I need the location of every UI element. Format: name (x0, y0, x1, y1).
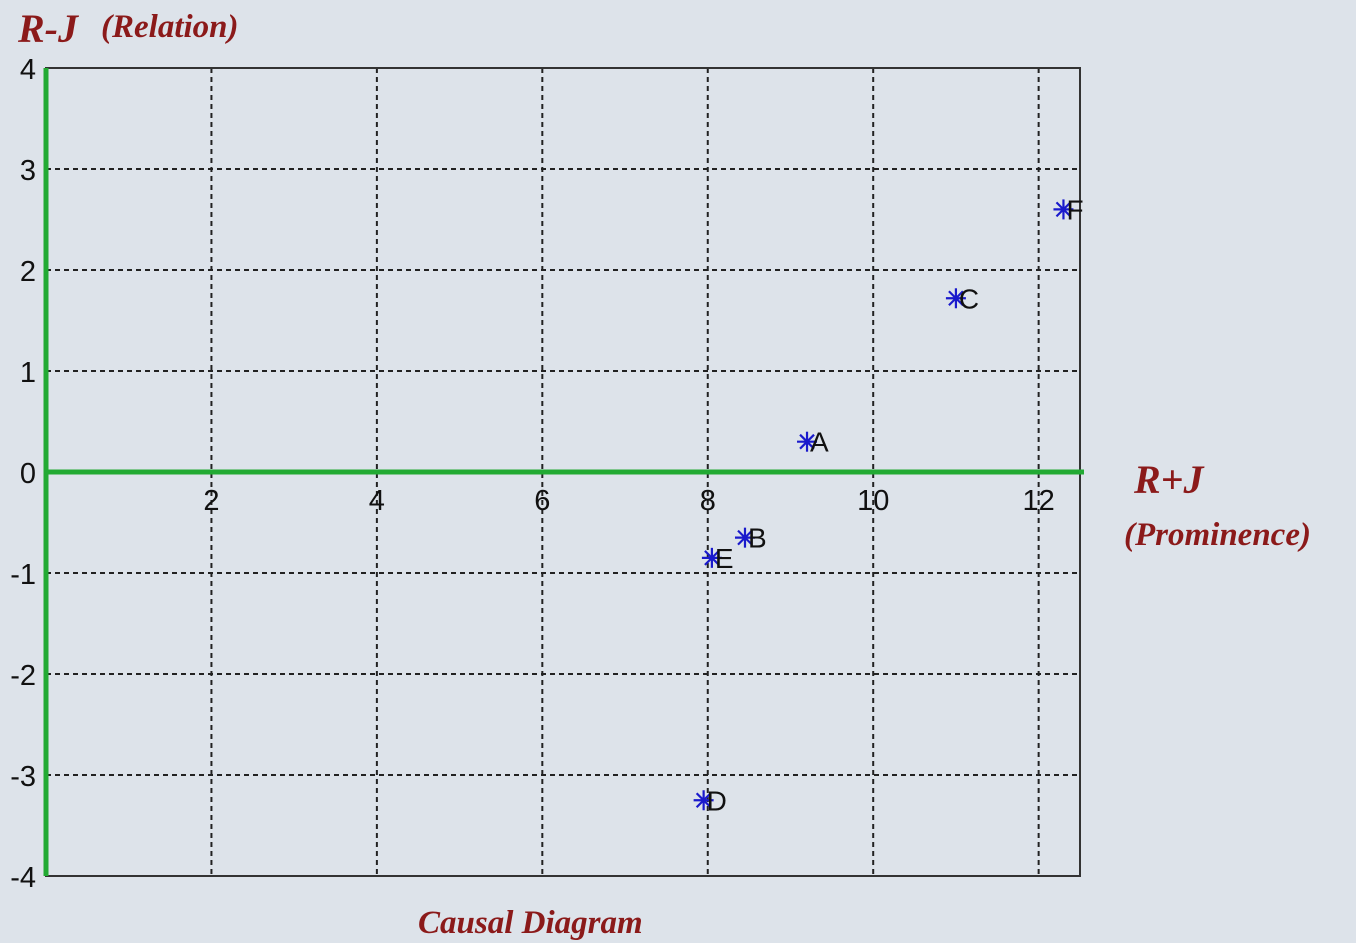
data-point-d: D (693, 785, 727, 816)
point-marker (737, 529, 753, 546)
x-tick-label: 6 (534, 485, 550, 517)
point-marker (695, 792, 712, 809)
x-tick-label: 2 (203, 485, 219, 517)
grid (46, 68, 1080, 876)
x-tick-label: 8 (700, 485, 716, 517)
point-marker (948, 290, 964, 307)
point-marker (1055, 201, 1072, 218)
point-label: D (707, 785, 727, 816)
point-label: F (1066, 194, 1083, 225)
y-axis-label-sub: (Relation) (101, 9, 239, 45)
y-tick-label: -1 (10, 559, 36, 591)
data-point-a: A (797, 427, 829, 458)
axes (43, 68, 1084, 876)
point-label: A (810, 427, 829, 458)
chart-title: Causal Diagram (418, 905, 643, 941)
point-label: C (959, 283, 979, 314)
y-tick-label: -4 (10, 862, 36, 894)
data-point-c: C (945, 283, 979, 314)
x-tick-label: 12 (1023, 485, 1055, 517)
data-point-e: E (701, 543, 734, 574)
y-tick-label: -2 (10, 660, 36, 692)
y-tick-label: 1 (20, 357, 36, 389)
y-axis-label-main: R-J (17, 6, 80, 51)
x-tick-label: 10 (857, 485, 889, 517)
x-axis-label-main: R+J (1133, 457, 1205, 502)
x-tick-label: 4 (369, 485, 385, 517)
point-marker (799, 433, 815, 450)
data-point-b: B (734, 523, 767, 554)
point-label: B (748, 523, 767, 554)
point-marker (704, 550, 720, 566)
data-point-f: F (1053, 194, 1084, 225)
y-tick-label: 3 (20, 155, 36, 187)
y-tick-label: -3 (10, 761, 36, 793)
y-tick-label: 2 (20, 256, 36, 288)
point-label: E (715, 543, 734, 574)
data-points: A B C D E F (693, 194, 1084, 816)
y-tick-label: 0 (20, 458, 36, 490)
y-tick-label: 4 (20, 54, 36, 86)
x-axis-label-sub: (Prominence) (1124, 517, 1311, 553)
